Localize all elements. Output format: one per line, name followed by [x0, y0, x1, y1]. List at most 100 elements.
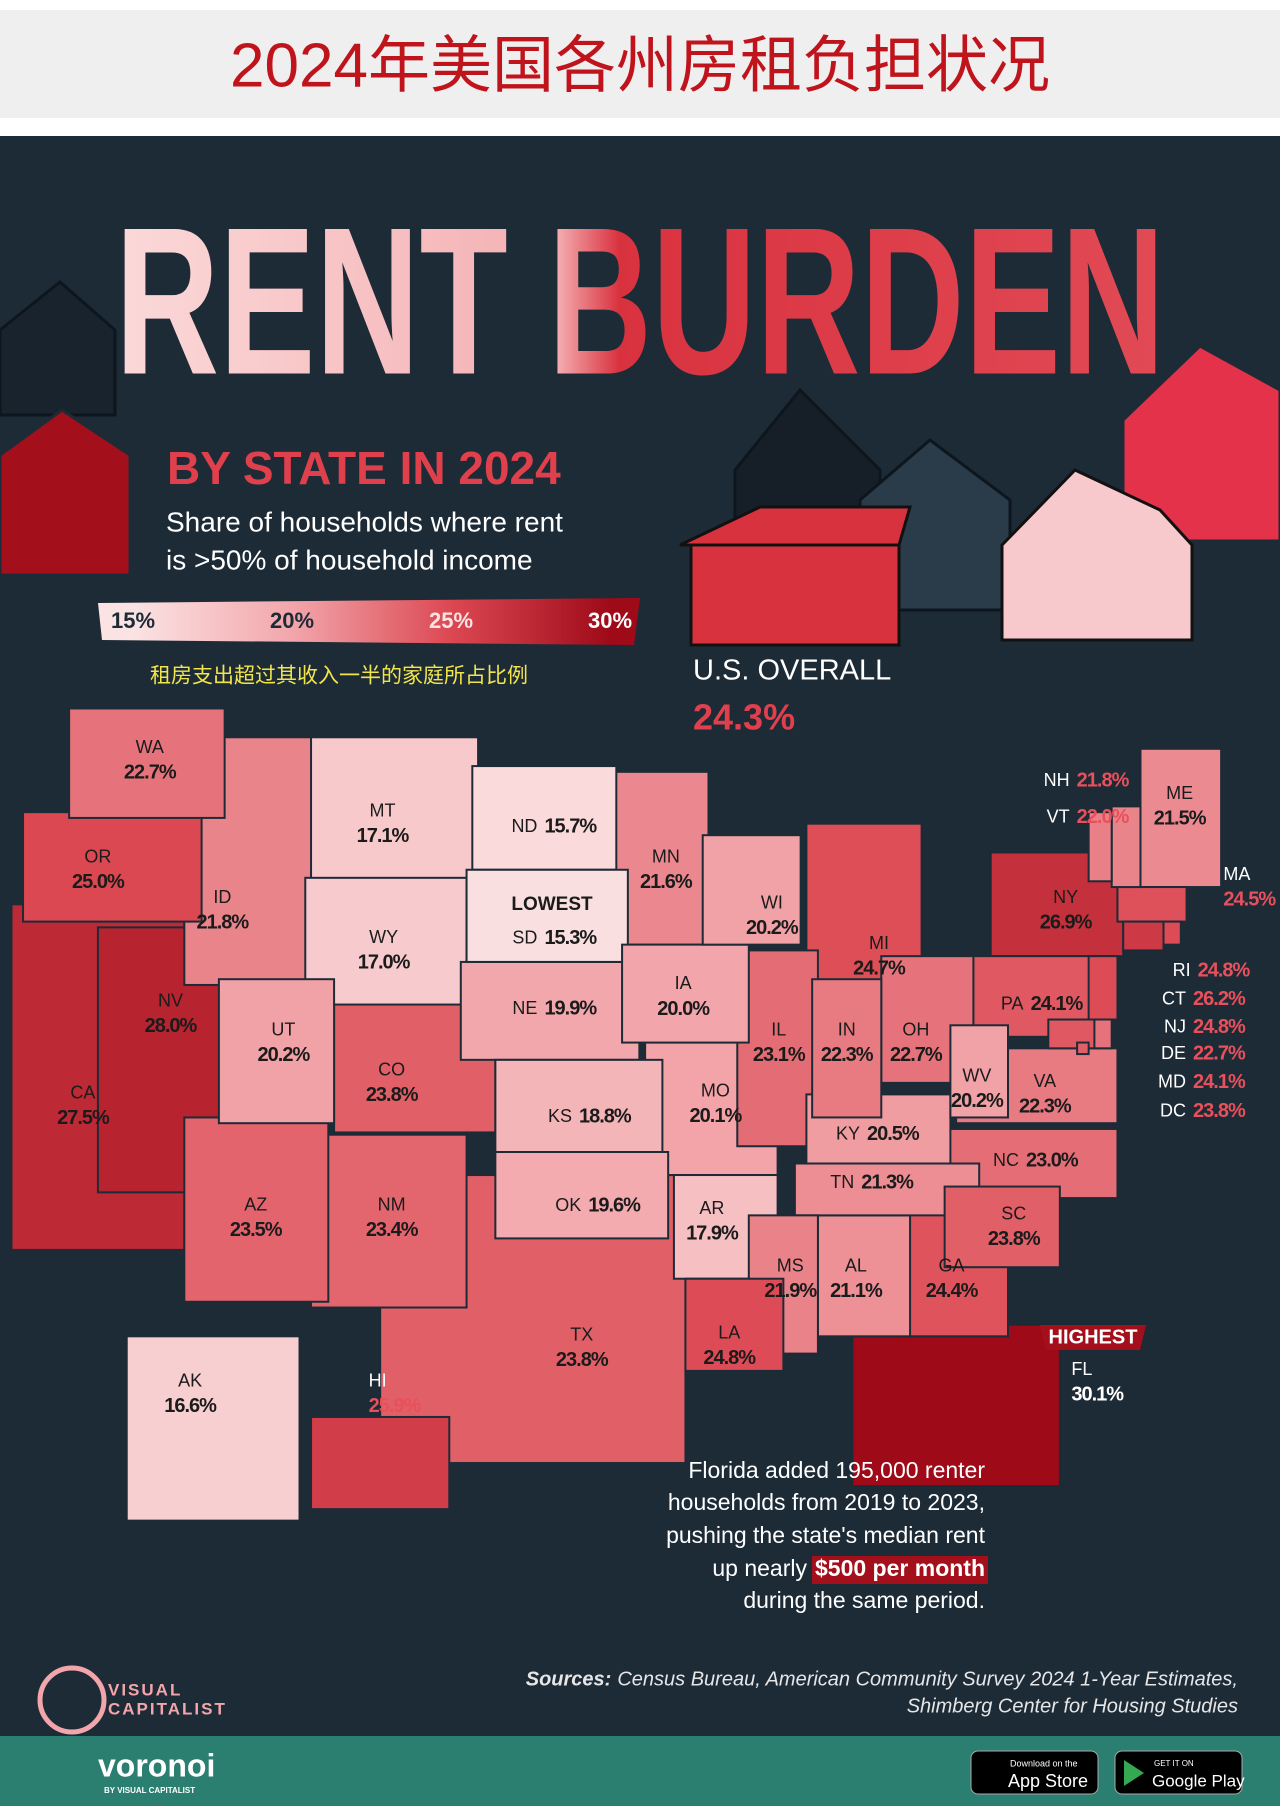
state-value: 20.0% [657, 998, 710, 1020]
legend-tick-label: 30% [588, 608, 632, 633]
state-abbr: OR [84, 847, 111, 867]
note-highlight-bg [812, 1556, 988, 1584]
state-abbr: IL [771, 1019, 786, 1039]
state-value: 20.1% [690, 1105, 743, 1127]
lowest-label: LOWEST [511, 894, 593, 915]
state-value: 26.9% [1040, 911, 1093, 933]
state-shape [471, 765, 618, 871]
us-overall-label: U.S. OVERALL [693, 655, 891, 687]
house [0, 280, 117, 417]
source-line: Shimberg Center for Housing Studies [907, 1695, 1238, 1717]
state-shape [949, 1024, 1010, 1119]
footer-brand-sub: BY VISUAL CAPITALIST [104, 1786, 195, 1795]
state-value: 24.7% [853, 957, 906, 979]
state-value: 21.8% [196, 911, 249, 933]
state-abbr: NJ [1164, 1016, 1186, 1036]
state-shape [217, 978, 336, 1125]
state-value: 15.7% [544, 815, 597, 837]
state-abbr: TX [570, 1325, 593, 1345]
state-abbr: TN [830, 1172, 854, 1192]
state-value: 24.1% [1031, 993, 1084, 1015]
state-abbr: IN [838, 1019, 856, 1039]
state-value: 24.8% [703, 1347, 756, 1369]
state-abbr: WA [136, 737, 164, 757]
state-abbr: CA [70, 1083, 95, 1103]
state-value: 22.7% [1193, 1042, 1246, 1064]
source-line: Census Bureau, American Community Survey… [617, 1668, 1238, 1690]
state-value: 23.1% [753, 1044, 806, 1066]
state-shape [125, 1335, 301, 1522]
badge-text: GET IT ON [1154, 1759, 1194, 1768]
state-value: 21.5% [1154, 808, 1207, 830]
state-value: 22.7% [890, 1044, 943, 1066]
google-play-badge[interactable] [1114, 1750, 1243, 1795]
state-value: 20.2% [258, 1044, 311, 1066]
state-abbr: VT [1047, 807, 1070, 827]
state-abbr: NE [512, 998, 537, 1018]
state-abbr: MI [869, 933, 889, 953]
state-shape [684, 1277, 785, 1372]
app-store-badge[interactable] [970, 1750, 1099, 1795]
state-value: 24.4% [926, 1280, 979, 1302]
logo-text: CAPITALIST [108, 1699, 227, 1718]
state-shape [1162, 920, 1182, 946]
state-abbr: UT [271, 1019, 295, 1039]
state-value: 17.9% [686, 1222, 739, 1244]
badge-text: Download on the [1010, 1758, 1078, 1768]
state-shape [183, 1116, 330, 1303]
state-abbr: VA [1034, 1071, 1057, 1091]
state-value: 23.8% [556, 1349, 609, 1371]
state-value: 24.8% [1193, 1016, 1246, 1038]
state-abbr: CO [378, 1060, 405, 1080]
state-shape [621, 943, 750, 1044]
state-value: 30.1% [1071, 1384, 1124, 1406]
source-label: Sources: [526, 1668, 612, 1690]
state-abbr: LA [718, 1322, 740, 1342]
badge-text: App Store [1008, 1771, 1088, 1791]
state-value: 28.0% [145, 1015, 198, 1037]
note-line: households from 2019 to 2023, [668, 1489, 985, 1515]
description: Share of households where rent [166, 506, 563, 537]
legend-bar [98, 598, 640, 645]
state-abbr: AR [699, 1198, 724, 1218]
state-abbr: DC [1160, 1100, 1186, 1120]
state-shape [943, 1185, 1061, 1269]
state-value: 15.3% [544, 927, 597, 949]
state-value: 23.8% [988, 1228, 1041, 1250]
state-shape [851, 1323, 1061, 1488]
state-abbr: NM [378, 1194, 406, 1214]
state-shape [22, 811, 203, 923]
state-abbr: SD [512, 928, 537, 948]
state-value: 19.6% [588, 1194, 641, 1216]
state-abbr: AZ [244, 1194, 267, 1214]
state-abbr: AK [178, 1371, 202, 1391]
state-value: 21.1% [830, 1280, 883, 1302]
state-abbr: NH [1044, 770, 1070, 790]
state-abbr: MA [1223, 864, 1250, 884]
state-value: 23.4% [366, 1219, 419, 1241]
state-abbr: WY [369, 927, 398, 947]
house [0, 408, 132, 577]
state-value: 20.2% [951, 1090, 1004, 1112]
state-value: 22.3% [821, 1044, 874, 1066]
subtitle: BY STATE IN 2024 [167, 442, 561, 494]
state-shape [1076, 1041, 1090, 1056]
state-abbr: KS [548, 1106, 572, 1126]
state-value: 20.2% [746, 917, 799, 939]
state-shape [1087, 811, 1113, 883]
state-value: 24.8% [1198, 959, 1251, 981]
play-icon [1124, 1760, 1144, 1786]
state-value: 24.5% [1223, 888, 1276, 910]
state-abbr: ID [213, 887, 231, 907]
state-value: 22.0% [1077, 806, 1130, 828]
state-value: 21.8% [1077, 769, 1130, 791]
legend-tick-label: 20% [270, 608, 314, 633]
state-shape [811, 978, 883, 1119]
state-value: 25.0% [72, 871, 125, 893]
state-abbr: FL [1071, 1359, 1092, 1379]
state-value: 21.9% [764, 1280, 817, 1302]
state-shape [701, 834, 802, 946]
houses [0, 280, 1280, 647]
